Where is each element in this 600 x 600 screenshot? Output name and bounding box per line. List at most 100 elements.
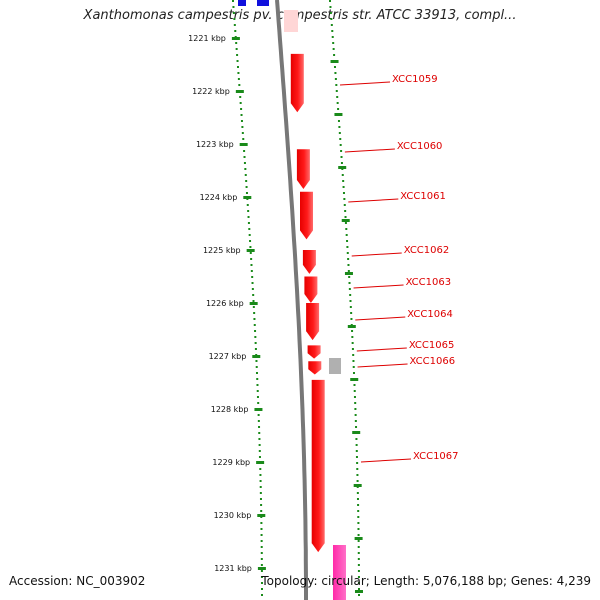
ruler-dot xyxy=(329,12,332,14)
gene-arrow-xcc1061[interactable] xyxy=(300,191,313,240)
ruler-tick-outer xyxy=(350,378,359,381)
ruler-dot xyxy=(242,138,245,140)
ruler-dot xyxy=(334,72,337,74)
ruler-dot xyxy=(352,354,355,356)
ruler-dot xyxy=(335,90,338,92)
ruler-dot xyxy=(333,54,336,56)
ruler-dot xyxy=(331,30,334,32)
ruler-dot xyxy=(260,504,263,506)
ruler-tick-inner xyxy=(231,37,240,40)
ruler-dot xyxy=(337,108,340,110)
ruler-dot xyxy=(259,486,262,488)
ruler-dot xyxy=(357,504,360,506)
gene-track[interactable] xyxy=(290,53,325,553)
gene-label-xcc1063[interactable]: XCC1063 xyxy=(406,277,452,288)
gene-label-xcc1061[interactable]: XCC1061 xyxy=(400,191,446,202)
ruler-dot xyxy=(343,198,346,200)
ruler-dot xyxy=(346,246,349,248)
ruler-dot xyxy=(356,474,359,476)
gene-label-xcc1060[interactable]: XCC1060 xyxy=(397,141,443,152)
neighbor-features[interactable] xyxy=(238,0,346,600)
ruler-dot xyxy=(255,366,258,368)
ruler-dot xyxy=(340,162,343,164)
ruler-dot xyxy=(353,384,356,386)
ruler-dot xyxy=(247,216,250,218)
ruler-dot xyxy=(251,282,254,284)
ruler-dot xyxy=(340,150,343,152)
ruler-dot xyxy=(251,288,254,290)
ruler-dot xyxy=(356,492,359,494)
ruler-dot xyxy=(357,546,360,548)
ruler-dot xyxy=(250,264,253,266)
ruler-dot xyxy=(241,132,244,134)
accession-text: Accession: NC_003902 xyxy=(9,574,146,588)
top-feature-blue[interactable] xyxy=(238,0,246,6)
map-title: Xanthomonas campestris pv. campestris st… xyxy=(83,8,517,23)
ruler-dot xyxy=(331,36,334,38)
ruler-dot xyxy=(239,96,242,98)
ruler-tick-outer xyxy=(352,431,361,434)
ruler-dot xyxy=(260,582,263,584)
ruler-dot xyxy=(244,174,247,176)
ruler-dot xyxy=(332,42,335,44)
gene-labels[interactable]: XCC1059 XCC1060 XCC1061 XCC1062 XCC1063 XCC10… xyxy=(339,74,459,463)
ruler-dot xyxy=(235,42,238,44)
ruler-tick-label: 1225 kbp xyxy=(203,246,241,255)
gene-label-xcc1064[interactable]: XCC1064 xyxy=(407,309,453,320)
ruler-tick-inner xyxy=(254,408,263,411)
ruler-dot xyxy=(254,342,257,344)
ruler-dot xyxy=(348,276,351,278)
gene-label-xcc1062[interactable]: XCC1062 xyxy=(404,245,450,256)
ruler-tick-label: 1229 kbp xyxy=(212,458,250,467)
ruler-dot xyxy=(260,588,263,590)
ruler-dot xyxy=(258,456,261,458)
ruler-dot xyxy=(343,204,346,206)
ruler-dot xyxy=(243,150,246,152)
ruler-dot xyxy=(357,570,360,572)
top-feature-blue[interactable] xyxy=(257,0,269,6)
ruler-dot xyxy=(354,408,357,410)
ruler-dot xyxy=(357,552,360,554)
ruler-tick-label: 1228 kbp xyxy=(211,405,249,414)
ruler-dot xyxy=(234,30,237,32)
gene-label-xcc1059[interactable]: XCC1059 xyxy=(392,74,438,85)
ruler-dot xyxy=(247,222,250,224)
ruler-dot xyxy=(239,102,242,104)
gene-arrow-xcc1060[interactable] xyxy=(296,149,310,189)
gene-label-xcc1067[interactable]: XCC1067 xyxy=(413,451,459,462)
gene-arrow-xcc1064[interactable] xyxy=(306,303,320,341)
ruler-dot xyxy=(260,546,263,548)
ruler-dot xyxy=(247,210,250,212)
gene-arrow-xcc1066[interactable] xyxy=(308,361,322,375)
ruler-dot xyxy=(248,228,251,230)
ruler-dot xyxy=(342,192,345,194)
gene-arrow-xcc1067[interactable] xyxy=(311,379,325,553)
ruler-dot xyxy=(357,510,360,512)
ruler-dot xyxy=(348,288,351,290)
gene-arrow-xcc1065[interactable] xyxy=(307,345,321,359)
faint-feature[interactable] xyxy=(284,10,298,32)
gene-label-xcc1065[interactable]: XCC1065 xyxy=(409,340,455,351)
ruler-dot xyxy=(255,372,258,374)
ruler-dot xyxy=(344,222,347,224)
ruler-dot xyxy=(240,108,243,110)
gene-label-xcc1066[interactable]: XCC1066 xyxy=(410,356,456,367)
ruler-dot xyxy=(260,552,263,554)
gene-arrow-xcc1059[interactable] xyxy=(290,53,304,113)
ruler-dot xyxy=(245,186,248,188)
ruler-dot xyxy=(346,252,349,254)
ruler-tick-label: 1224 kbp xyxy=(200,193,238,202)
grey-feature[interactable] xyxy=(329,358,341,374)
ruler-tick-inner xyxy=(252,355,261,358)
ruler-dot xyxy=(357,540,360,542)
ruler-tick-inner xyxy=(249,302,258,305)
gene-arrow-xcc1063[interactable] xyxy=(304,276,318,304)
ruler-dot xyxy=(250,258,253,260)
ruler-dot xyxy=(260,522,263,524)
pink-feature[interactable] xyxy=(333,545,346,600)
ruler-dotted-lines xyxy=(232,0,360,596)
ruler-dot xyxy=(353,396,356,398)
ruler-dot xyxy=(347,258,350,260)
gene-arrow-xcc1062[interactable] xyxy=(302,250,316,274)
